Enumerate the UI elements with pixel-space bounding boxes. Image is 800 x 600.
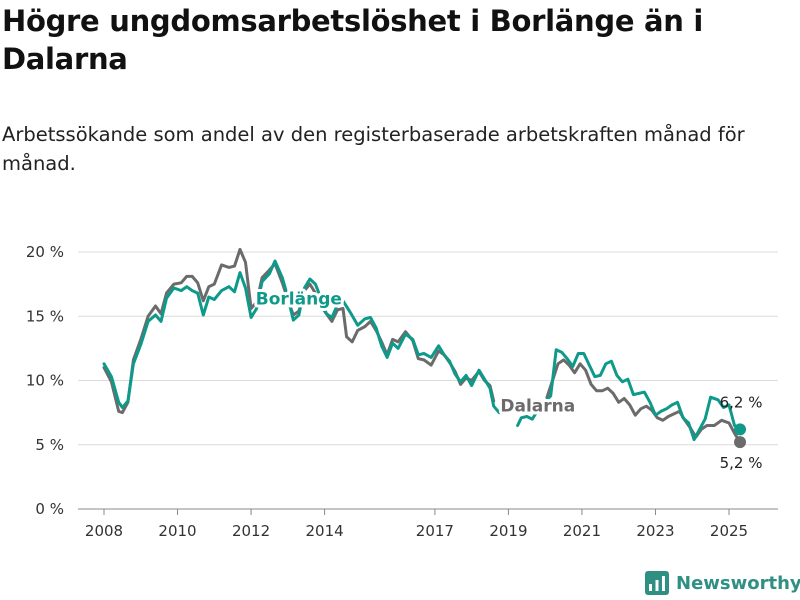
y-axis: 0 % 5 % 10 % 15 % 20 % <box>26 243 64 518</box>
series-line-borlange-early <box>102 259 501 415</box>
x-axis: 2008 2010 2012 2014 2017 2019 2021 2023 2025 <box>85 509 748 540</box>
x-tick-label: 2023 <box>636 522 674 540</box>
series-line-dalarna-early <box>102 247 496 415</box>
y-tick-label: 0 % <box>35 500 64 518</box>
brand-name: Newsworthy <box>676 572 800 594</box>
x-tick-label: 2008 <box>85 522 123 540</box>
series-line-borlange-late <box>516 348 742 442</box>
series-name-halo-borlange: Borlänge <box>256 290 342 310</box>
x-tick-label: 2025 <box>710 522 748 540</box>
y-tick-label: 5 % <box>35 436 64 454</box>
series-lines <box>102 247 747 449</box>
y-tick-label: 15 % <box>26 307 64 325</box>
x-tick-label: 2021 <box>563 522 601 540</box>
y-tick-label: 20 % <box>26 243 64 261</box>
x-tick-label: 2012 <box>232 522 270 540</box>
chart-subtitle: Arbetssökande som andel av den registerb… <box>2 123 745 175</box>
gridlines <box>78 251 778 510</box>
end-label-borlange: 6,2 % <box>720 393 763 411</box>
x-tick-label: 2019 <box>489 522 527 540</box>
x-tick-label: 2010 <box>158 522 196 540</box>
series-name-dalarna: Dalarna <box>500 396 575 416</box>
x-tick-label: 2014 <box>305 522 343 540</box>
end-point-dalarna <box>734 436 747 449</box>
end-point-borlange <box>734 423 747 436</box>
chart-title: Högre ungdomsarbetslöshet i Borlänge än … <box>2 4 704 76</box>
end-label-dalarna: 5,2 % <box>720 454 763 472</box>
series-name-borlange: Borlänge <box>256 290 342 310</box>
newsworthy-chart-icon <box>645 571 669 595</box>
newsworthy-logo[interactable]: Newsworthy <box>645 568 800 598</box>
y-tick-label: 10 % <box>26 372 64 390</box>
series-line-dalarna-late <box>545 358 742 444</box>
x-tick-label: 2017 <box>416 522 454 540</box>
series-name-halo-dalarna: Dalarna <box>500 396 575 416</box>
